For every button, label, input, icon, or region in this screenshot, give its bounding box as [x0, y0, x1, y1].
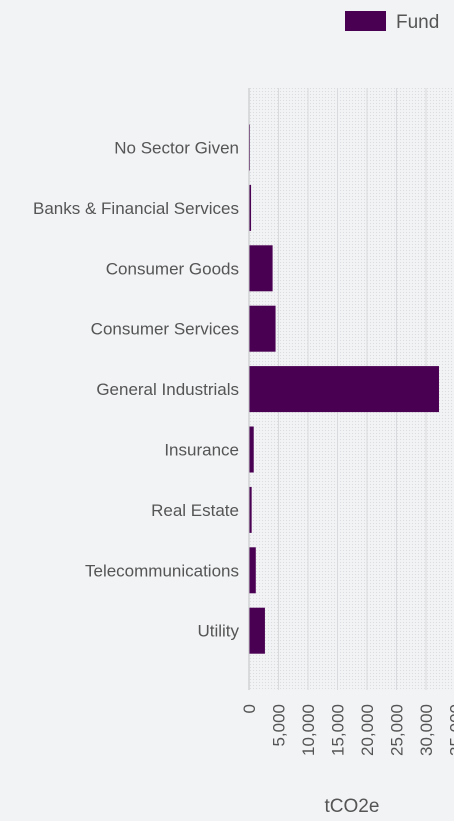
bar: [249, 547, 256, 593]
category-label: No Sector Given: [114, 139, 239, 158]
x-tick-label: 30,000: [417, 704, 436, 756]
x-tick-label: 5,000: [270, 704, 289, 747]
category-label: Consumer Goods: [106, 259, 239, 278]
category-label: Banks & Financial Services: [33, 199, 239, 218]
x-axis-title: tCO2e: [325, 796, 380, 816]
bar: [249, 245, 273, 291]
legend-swatch: [345, 11, 386, 31]
bar: [249, 608, 265, 654]
x-tick-label: 35,000: [447, 704, 454, 756]
bar: [249, 306, 276, 352]
bar: [249, 366, 439, 412]
x-tick-label: 20,000: [358, 704, 377, 756]
category-label: General Industrials: [96, 380, 239, 399]
category-label: Real Estate: [151, 501, 239, 520]
category-label: Utility: [197, 622, 239, 641]
category-label: Insurance: [164, 441, 239, 460]
category-label: Telecommunications: [85, 561, 239, 580]
x-tick-label: 25,000: [388, 704, 407, 756]
x-tick-label: 0: [240, 704, 259, 713]
category-label: Consumer Services: [91, 320, 239, 339]
x-tick-label: 10,000: [299, 704, 318, 756]
legend-label: Fund: [396, 12, 439, 33]
bar: [249, 427, 254, 473]
x-tick-label: 15,000: [329, 704, 348, 756]
